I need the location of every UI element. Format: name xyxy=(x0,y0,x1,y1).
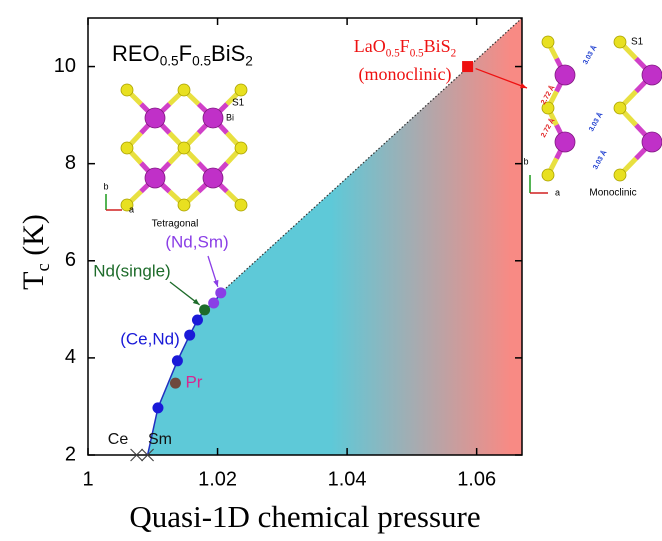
page: {"chart_data": { "type": "scatter", "ins… xyxy=(0,0,662,541)
sulfur-atom xyxy=(235,199,247,211)
series-label-part: F xyxy=(400,36,410,56)
series-label-sub: 0.5 xyxy=(386,47,400,59)
site-label: S1 xyxy=(232,98,245,109)
y-axis-label: Tc (K) xyxy=(17,214,54,290)
bismuth-atom xyxy=(203,168,223,188)
arrow-head xyxy=(213,280,218,287)
x-tick-label: 1.02 xyxy=(198,468,237,490)
x-tick-label: 1.06 xyxy=(457,468,496,490)
series-label: (Nd,Sm) xyxy=(165,232,228,251)
axis-label: a xyxy=(129,204,134,214)
series-annotation: (monoclinic) xyxy=(359,64,452,85)
bismuth-atom xyxy=(642,65,662,85)
y-tick-label: 10 xyxy=(54,55,76,77)
y-axis-label-part: T xyxy=(17,272,50,290)
y-axis-label-sub: c xyxy=(33,263,54,271)
axis-label: b xyxy=(103,181,108,191)
series-label: Ce xyxy=(108,431,129,448)
bismuth-atom xyxy=(555,65,575,85)
inset-title-sub: 0.5 xyxy=(160,53,179,68)
inset-title-part: REO xyxy=(112,41,160,66)
inset-title: REO0.5F0.5BiS2 xyxy=(112,41,253,68)
y-tick-label: 2 xyxy=(65,443,76,465)
data-point xyxy=(208,298,219,309)
bismuth-atom xyxy=(145,108,165,128)
series-label-sub: 2 xyxy=(451,47,457,59)
y-tick-label: 4 xyxy=(65,346,76,368)
sulfur-atom xyxy=(235,84,247,96)
series-label-sub: 0.5 xyxy=(410,47,424,59)
y-tick-label: 8 xyxy=(65,152,76,174)
data-point xyxy=(192,315,203,326)
inset-title-sub: 0.5 xyxy=(192,53,211,68)
y-tick-label: 6 xyxy=(65,249,76,271)
site-label: S1 xyxy=(631,37,644,48)
inset-title-part: F xyxy=(179,41,192,66)
bond-label: 3.03 Å xyxy=(580,43,598,65)
bismuth-atom xyxy=(642,132,662,152)
sulfur-atom xyxy=(178,84,190,96)
series-label-part: LaO xyxy=(354,36,386,56)
sulfur-atom xyxy=(178,199,190,211)
site-label: Bi xyxy=(226,112,234,122)
bismuth-atom xyxy=(203,108,223,128)
bismuth-atom xyxy=(555,132,575,152)
data-point xyxy=(215,287,226,298)
axis-label: b xyxy=(523,156,528,166)
data-point xyxy=(199,304,210,315)
data-point xyxy=(184,330,195,341)
axis-label: a xyxy=(555,187,560,197)
x-tick-label: 1.04 xyxy=(328,468,367,490)
sulfur-atom xyxy=(121,142,133,154)
sulfur-atom xyxy=(614,169,626,181)
bismuth-atom xyxy=(145,168,165,188)
inset-label: Tetragonal xyxy=(152,219,199,230)
sulfur-atom xyxy=(542,169,554,181)
data-point xyxy=(152,402,163,413)
series-label: Nd(single) xyxy=(93,261,170,280)
series-label: (Ce,Nd) xyxy=(120,329,180,348)
sulfur-atom xyxy=(235,142,247,154)
inset-label: Monoclinic xyxy=(589,188,636,199)
sulfur-atom xyxy=(614,36,626,48)
inset-title-part: BiS xyxy=(211,41,245,66)
sulfur-atom xyxy=(614,102,626,114)
x-tick-label: 1 xyxy=(82,468,93,490)
data-point xyxy=(170,378,181,389)
series-label: Pr xyxy=(185,373,202,392)
series-label-part: BiS xyxy=(424,36,451,56)
bond-label: 3.03 Å xyxy=(586,110,604,132)
sulfur-atom xyxy=(542,36,554,48)
inset-title-sub: 2 xyxy=(245,53,253,68)
bond-label: 3.03 Å xyxy=(590,148,608,170)
chart: 2 4 6 8 10 1 1.02 1.04 1.06 Quasi-1D chemical pre… xyxy=(0,0,662,541)
data-point xyxy=(462,61,473,72)
sulfur-atom xyxy=(178,142,190,154)
series-label: LaO0.5F0.5BiS2 xyxy=(354,36,457,59)
sulfur-atom xyxy=(121,84,133,96)
series-label: Sm xyxy=(148,431,172,448)
x-axis-label: Quasi-1D chemical pressure xyxy=(129,499,480,534)
bond-label: 2.72 Å xyxy=(538,116,556,138)
y-axis-label-part: (K) xyxy=(17,214,50,263)
data-point xyxy=(172,355,183,366)
